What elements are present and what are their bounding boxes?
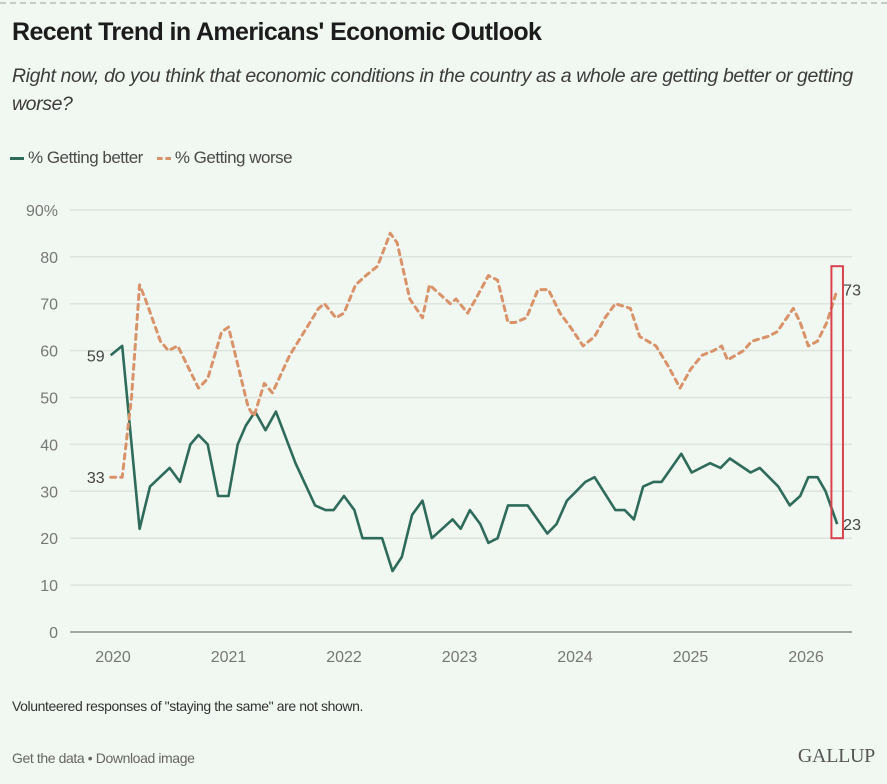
- line-chart: 0 10 20 30 40 50 60 70 80 90% 2020 2021 2022 2023 2024…: [26, 203, 861, 666]
- y-tick-label: 20: [40, 531, 58, 548]
- legend-label-better: % Getting better: [28, 148, 143, 167]
- x-tick-label: 2021: [211, 649, 247, 666]
- gallup-logo: GALLUP: [797, 745, 875, 767]
- y-tick-label: 30: [40, 484, 58, 501]
- x-tick-label: 2020: [95, 649, 131, 666]
- y-tick-label: 50: [40, 391, 58, 408]
- y-tick-label: 40: [40, 437, 58, 454]
- y-tick-label: 0: [49, 625, 58, 642]
- y-tick-label: 60: [40, 344, 58, 361]
- data-label-first: 59: [87, 348, 105, 365]
- series-line-getting-better: [109, 344, 839, 573]
- x-tick-label: 2022: [326, 649, 362, 666]
- x-tick-label: 2026: [788, 649, 824, 666]
- get-data-link[interactable]: Get the data: [12, 750, 85, 766]
- top-dashed-border: [0, 2, 887, 4]
- legend-item-better: % Getting better: [10, 148, 143, 168]
- y-tick-label: 90%: [26, 203, 58, 220]
- legend-item-worse: % Getting worse: [156, 148, 293, 168]
- data-label-first: 33: [87, 470, 105, 487]
- chart-title: Recent Trend in Americans' Economic Outl…: [12, 18, 542, 46]
- x-tick-label: 2024: [557, 649, 593, 666]
- legend-label-worse: % Getting worse: [174, 148, 293, 167]
- link-separator: •: [87, 750, 93, 766]
- chart-note: Volunteered responses of "staying the sa…: [12, 698, 363, 714]
- legend-swatch-solid-icon: [10, 156, 24, 160]
- highlight-box: [830, 265, 844, 540]
- download-image-link[interactable]: Download image: [95, 750, 195, 766]
- legend: % Getting better % Getting worse: [10, 148, 306, 168]
- x-tick-label: 2023: [442, 649, 478, 666]
- y-tick-label: 80: [40, 250, 58, 267]
- footer-links: Get the data • Download image: [12, 750, 195, 766]
- y-tick-label: 70: [40, 297, 58, 314]
- series-line-getting-worse: [109, 231, 839, 479]
- y-tick-label: 10: [40, 578, 58, 595]
- data-label-last: 73: [843, 283, 861, 300]
- data-label-last: 23: [843, 517, 861, 534]
- legend-swatch-dashed-icon: [156, 156, 171, 160]
- chart-subtitle: Right now, do you think that economic co…: [12, 65, 853, 115]
- x-tick-label: 2025: [673, 649, 709, 666]
